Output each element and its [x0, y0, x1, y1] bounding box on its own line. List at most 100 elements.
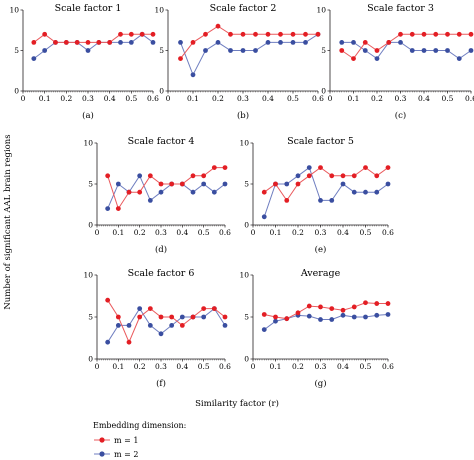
data-point-m2: [201, 181, 207, 187]
data-point-m2: [150, 40, 156, 45]
x-tick-label: 0.4: [337, 362, 349, 371]
data-point-m1: [118, 31, 123, 37]
data-point-m1: [128, 31, 134, 37]
x-tick-label: 0.4: [262, 94, 274, 103]
data-point-m2: [303, 40, 308, 45]
series-line-m2: [180, 33, 319, 77]
data-point-m1: [278, 31, 283, 37]
data-point-m2: [278, 40, 283, 45]
data-point-m2: [169, 323, 175, 328]
data-point-m1: [351, 173, 357, 179]
data-point-m2: [215, 40, 221, 45]
data-point-m1: [105, 297, 111, 303]
data-point-m1: [363, 300, 368, 306]
data-point-m2: [115, 323, 121, 328]
data-point-m1: [74, 40, 80, 45]
data-point-m1: [147, 173, 153, 179]
data-point-m1: [295, 310, 301, 316]
data-point-m1: [386, 40, 392, 45]
data-point-m1: [179, 181, 185, 187]
panel-2: Scale factor 2 0 5 10 0 0.1 0.2 0.3 0.4 0.5 0.6 (b): [154, 3, 324, 121]
data-point-m1: [284, 198, 290, 203]
y-tick-label: 0: [14, 87, 19, 96]
data-point-m2: [273, 318, 278, 324]
data-point-m1: [158, 314, 164, 320]
data-point-m1: [158, 181, 164, 187]
data-point-m1: [329, 173, 335, 179]
data-point-m1: [203, 31, 208, 37]
data-point-m1: [211, 306, 217, 311]
legend-title: Embedding dimension:: [93, 421, 186, 430]
data-point-m1: [362, 40, 368, 45]
panel-title: Scale factor 6: [128, 268, 195, 279]
data-point-m2: [445, 48, 450, 53]
data-point-m1: [228, 31, 233, 37]
y-tick-label: 10: [316, 6, 326, 15]
data-point-m1: [107, 40, 113, 45]
data-point-m1: [222, 314, 228, 320]
data-point-m1: [433, 31, 439, 37]
x-tick-label: 0.4: [176, 362, 188, 371]
y-tick-label: 5: [321, 46, 326, 55]
data-point-m1: [398, 31, 403, 37]
x-tick-label: 0.6: [465, 94, 474, 103]
panel-caption: (d): [155, 244, 167, 255]
data-point-m2: [118, 40, 123, 45]
x-tick-label: 0: [251, 228, 256, 237]
data-point-m2: [158, 331, 164, 337]
panel-title: Scale factor 3: [367, 3, 434, 14]
x-tick-label: 0.1: [348, 94, 360, 103]
data-point-m2: [351, 314, 357, 320]
x-tick-label: 0.5: [360, 362, 372, 371]
data-point-m1: [261, 312, 267, 317]
series-line-m2: [107, 174, 226, 209]
x-tick-label: 0.6: [147, 94, 159, 103]
series-line-m2: [263, 313, 389, 331]
data-point-m1: [306, 173, 312, 179]
data-point-m1: [273, 181, 278, 187]
data-point-m1: [126, 339, 132, 345]
data-point-m1: [385, 301, 391, 306]
x-tick-label: 0.2: [134, 362, 146, 371]
panel-caption: (e): [315, 244, 327, 255]
x-axis-label: Similarity factor (r): [195, 398, 279, 409]
data-point-m1: [351, 304, 357, 310]
data-point-m2: [178, 40, 183, 45]
data-point-m1: [303, 31, 308, 37]
data-point-m2: [222, 181, 228, 187]
y-tick-label: 0: [88, 355, 93, 364]
y-tick-label: 5: [244, 180, 249, 189]
x-tick-label: 0.1: [39, 94, 51, 103]
data-point-m1: [273, 314, 278, 320]
data-point-m2: [318, 317, 323, 322]
data-point-m2: [222, 323, 228, 328]
panel-title: Scale factor 4: [128, 136, 195, 147]
data-point-m2: [329, 317, 335, 322]
data-point-m2: [137, 306, 143, 311]
data-point-m2: [147, 323, 153, 328]
data-point-m2: [409, 48, 415, 53]
data-point-m1: [374, 301, 380, 306]
data-point-m1: [147, 306, 153, 311]
panel-title: Scale factor 5: [287, 136, 354, 147]
data-point-m2: [203, 48, 208, 53]
data-point-m1: [137, 189, 143, 195]
data-point-m2: [456, 56, 462, 61]
data-point-m2: [295, 173, 301, 179]
data-point-m1: [284, 316, 290, 322]
x-tick-label: 0.6: [382, 362, 394, 371]
data-point-m2: [179, 314, 185, 320]
legend-marker-m2: [99, 451, 105, 457]
data-point-m1: [374, 173, 380, 179]
panel-3: Scale factor 3 0 5 10 0 0.1 0.2 0.3 0.4 0.5 0.6 (c): [316, 3, 474, 121]
data-point-m1: [385, 165, 391, 171]
data-point-m1: [42, 31, 48, 37]
legend-marker-m1: [99, 437, 105, 443]
y-tick-label: 0: [159, 87, 164, 96]
data-point-m1: [63, 40, 69, 45]
y-tick-label: 5: [14, 46, 19, 55]
x-tick-label: 0: [21, 94, 26, 103]
panel-7: Average 0 5 10 0 0.1 0.2 0.3 0.4 0.5 0.6 (g): [239, 268, 394, 389]
x-tick-label: 0.2: [292, 362, 304, 371]
